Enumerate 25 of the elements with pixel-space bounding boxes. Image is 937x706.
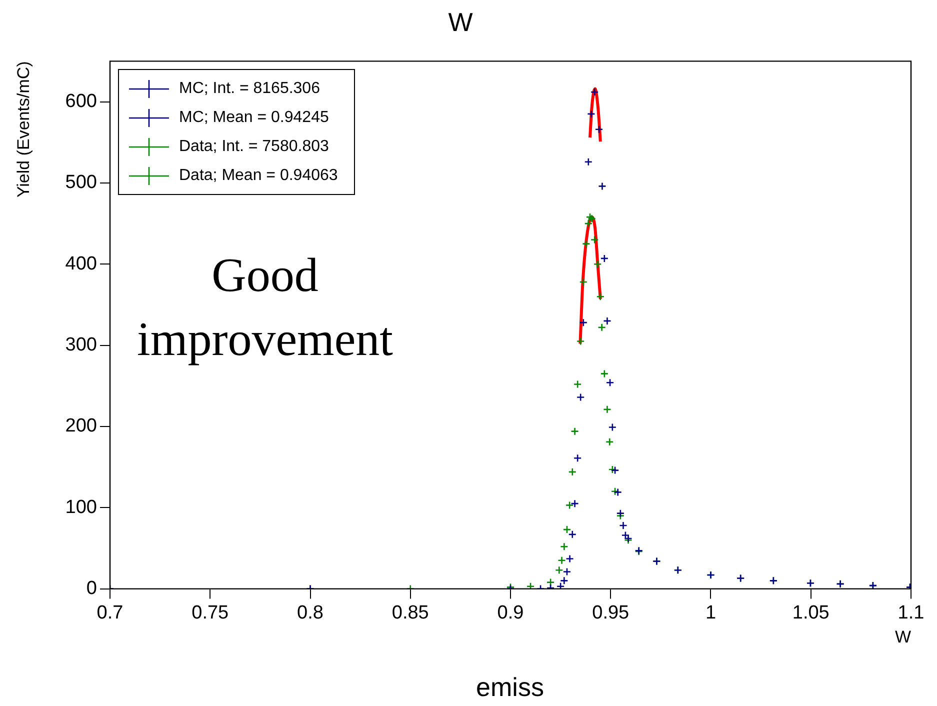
x-tick-label: 1.1	[898, 602, 924, 624]
annotation: MC; Mean = 0.94245	[179, 108, 329, 127]
annotation: Good improvement	[137, 249, 394, 366]
y-axis-title: Yield (Events/mC)	[14, 61, 33, 198]
y-tick-label: 400	[65, 253, 97, 274]
y-tick-label: 300	[65, 334, 97, 356]
y-tick-label: 100	[65, 496, 97, 518]
annotation: Data; Mean = 0.94063	[179, 166, 338, 185]
y-tick-label: 200	[65, 416, 97, 437]
x-axis-title: W	[894, 627, 911, 646]
legend-label: MC; Int. = 8165.306	[179, 80, 320, 98]
y-tick-label: 0	[86, 578, 97, 600]
x-tick-label: 0.85	[392, 602, 429, 624]
x-tick-label: 0.7	[96, 602, 124, 624]
chart-title: W	[448, 6, 474, 37]
x-tick-label: 0.9	[497, 602, 524, 624]
y-tick-label: 500	[65, 172, 97, 194]
y-tick-label: 600	[65, 91, 97, 112]
legend-label: Data; Int. = 7580.803	[179, 138, 329, 156]
text: emiss	[476, 672, 544, 702]
x-tick-label: 0.75	[192, 602, 229, 624]
x-tick-label: 1.05	[792, 602, 830, 624]
x-tick-label: 0.95	[592, 602, 630, 624]
x-tick-label: 1	[705, 602, 716, 624]
x-tick-label: 0.8	[297, 602, 324, 624]
